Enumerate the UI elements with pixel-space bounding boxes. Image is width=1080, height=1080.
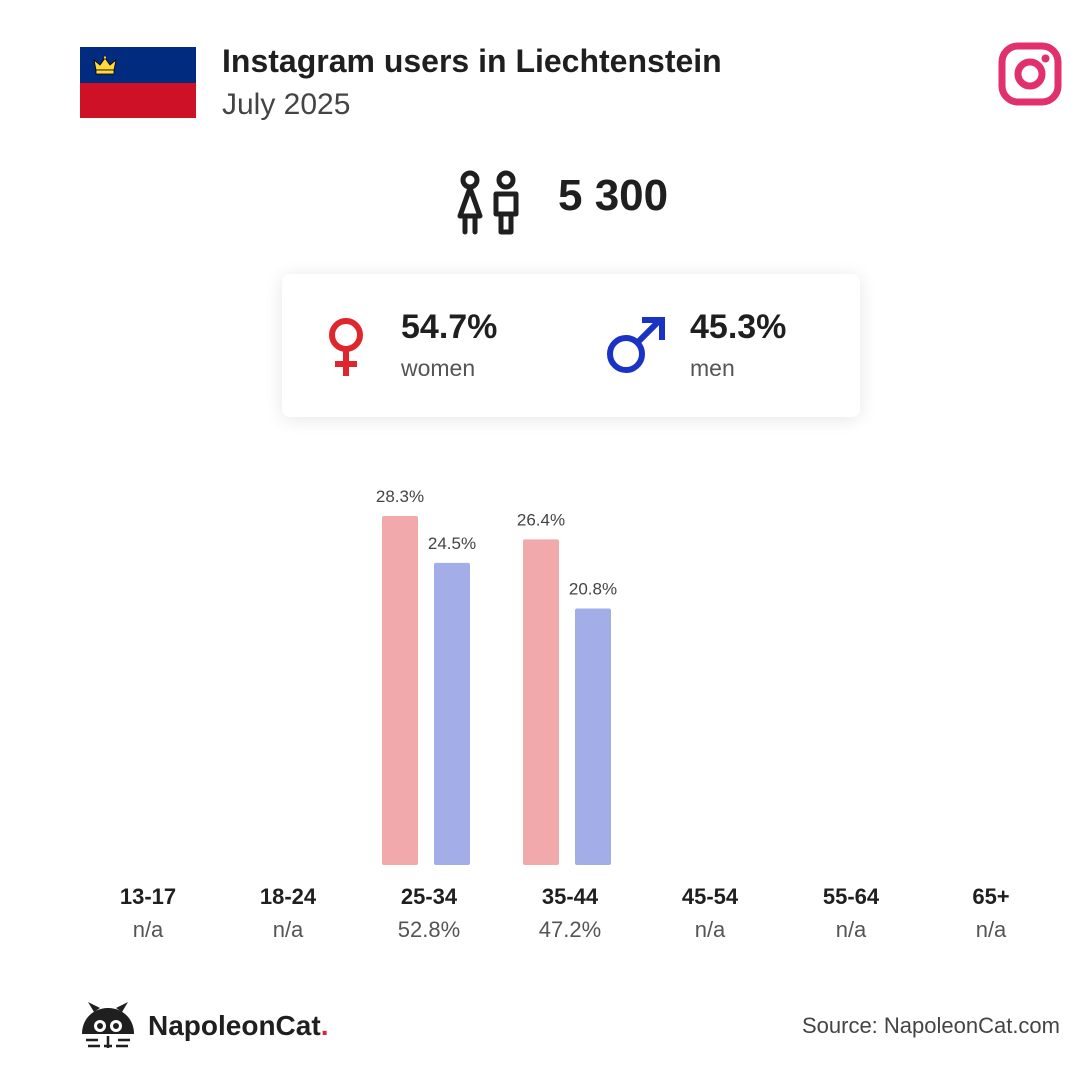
- napoleoncat-logo-icon: [82, 1002, 134, 1048]
- total-users-value: 5 300: [558, 171, 669, 220]
- age-group-share: n/a: [975, 917, 1007, 942]
- men-label: men: [690, 355, 735, 381]
- women-percentage: 54.7%: [401, 308, 498, 346]
- age-group-label: 13-17: [119, 884, 177, 909]
- brand-dot: .: [320, 1010, 329, 1041]
- bar-35-44-women: [523, 539, 559, 865]
- female-symbol-icon: [329, 318, 363, 376]
- age-group-share: n/a: [132, 917, 164, 942]
- bar-value-label: 24.5%: [428, 534, 476, 553]
- bar-35-44-men: [575, 608, 611, 865]
- age-group-share: n/a: [694, 917, 726, 942]
- page-subtitle: July 2025: [222, 88, 351, 121]
- bar-value-label: 20.8%: [569, 579, 617, 598]
- age-group-label: 65+: [972, 884, 1010, 909]
- men-percentage: 45.3%: [690, 308, 787, 346]
- age-group-label: 35-44: [541, 884, 599, 909]
- male-symbol-icon: [607, 317, 665, 373]
- age-gender-bar-chart: 28.3% 24.5% 26.4% 20.8%: [376, 487, 617, 865]
- bar-value-label: 28.3%: [376, 487, 424, 506]
- people-icon: [457, 170, 519, 235]
- instagram-icon: [998, 42, 1062, 106]
- age-group-label: 25-34: [400, 884, 458, 909]
- age-group-share: n/a: [835, 917, 867, 942]
- age-group-share: n/a: [272, 917, 304, 942]
- bar-25-34-women: [382, 515, 418, 865]
- bar-value-label: 26.4%: [517, 510, 565, 529]
- age-group-share: 47.2%: [538, 917, 602, 942]
- age-group-label: 18-24: [259, 884, 317, 909]
- age-group-share: 52.8%: [397, 917, 461, 942]
- age-group-label: 55-64: [822, 884, 880, 909]
- napoleoncat-brand: NapoleonCat.: [148, 1010, 328, 1042]
- bar-25-34-men: [434, 562, 470, 865]
- page-title: Instagram users in Liechtenstein: [222, 43, 722, 79]
- source-text: Source: NapoleonCat.com: [801, 1013, 1060, 1038]
- liechtenstein-flag-icon: [80, 47, 196, 118]
- age-group-label: 45-54: [681, 884, 739, 909]
- women-label: women: [401, 355, 476, 381]
- brand-name: NapoleonCat: [148, 1010, 321, 1041]
- gender-card: [282, 274, 860, 417]
